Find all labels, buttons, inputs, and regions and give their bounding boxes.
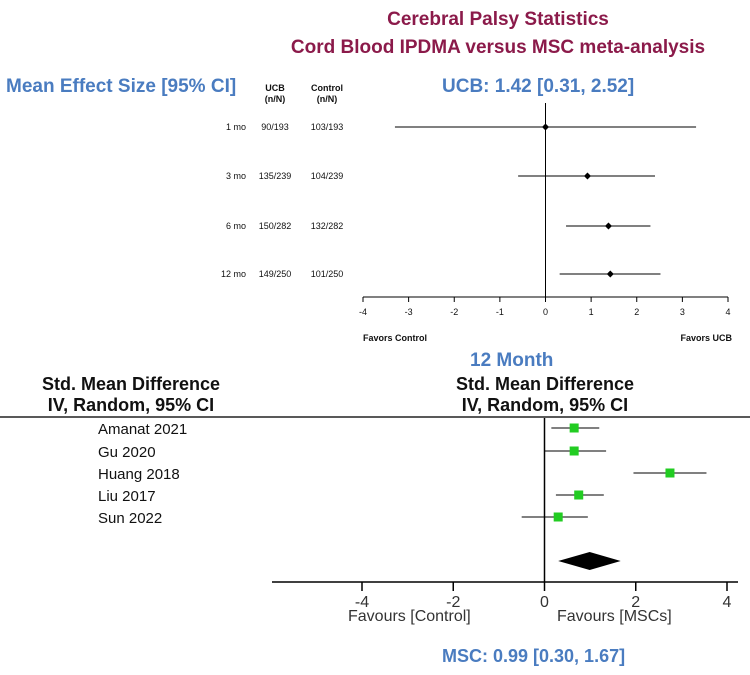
study-marker: [569, 423, 579, 433]
bottom-left-header-line-1: Std. Mean Difference: [41, 374, 221, 394]
bottom-right-header: Std. Mean Difference IV, Random, 95% CI: [414, 374, 676, 416]
x-tick-label: 2: [631, 594, 640, 611]
favours-control-label: Favours [Control]: [348, 608, 471, 625]
top-summary: UCB: 1.42 [0.31, 2.52]: [442, 76, 635, 97]
column-header-ucb-sub: (n/N): [264, 94, 286, 104]
bottom-summary: MSC: 0.99 [0.30, 1.67]: [442, 646, 626, 666]
pooled-diamond: [558, 552, 621, 570]
row-ucb-count: 150/282: [259, 221, 292, 231]
x-tick-label: 2: [634, 307, 639, 317]
x-tick-label: -1: [496, 307, 504, 317]
point-estimate: [604, 222, 612, 230]
study-label: Gu 2020: [98, 444, 156, 461]
ucb-forest-plot: -4 -3 -2 -1 0 1 2 3 4 Favors Control Favors UCB 1 m…: [221, 103, 732, 343]
column-header-control: Control (n/N): [302, 83, 352, 105]
column-header-control-label: Control: [311, 83, 343, 93]
study-label: Sun 2022: [98, 510, 162, 527]
study-label: Amanat 2021: [98, 421, 187, 438]
row-label: 12 mo: [221, 269, 246, 279]
favors-control-label: Favors Control: [363, 333, 427, 343]
row-ucb-count: 135/239: [259, 171, 292, 181]
x-tick-label: 4: [723, 594, 732, 611]
x-tick-label: -2: [446, 594, 460, 611]
column-header-ucb-label: UCB: [265, 83, 285, 93]
row-control-count: 101/250: [311, 269, 344, 279]
x-tick-label: 0: [540, 594, 549, 611]
row-control-count: 132/282: [311, 221, 344, 231]
x-tick-label: 3: [680, 307, 685, 317]
bottom-panel-title: 12 Month: [470, 350, 554, 371]
study-marker: [665, 468, 675, 478]
x-tick-label: -2: [450, 307, 458, 317]
point-estimate: [542, 123, 549, 131]
top-left-header: Mean Effect Size [95% CI]: [6, 76, 237, 97]
chart-title-line-2: Cord Blood IPDMA versus MSC meta-analysi…: [290, 37, 706, 58]
x-tick-label: -3: [405, 307, 413, 317]
x-tick-label: -4: [355, 594, 369, 611]
row-ucb-count: 149/250: [259, 269, 292, 279]
study-label: Huang 2018: [98, 466, 180, 483]
bottom-left-header: Std. Mean Difference IV, Random, 95% CI: [0, 374, 262, 416]
study-marker: [553, 512, 563, 522]
favours-mscs-label: Favours [MSCs]: [557, 608, 672, 625]
x-tick-label: -4: [359, 307, 367, 317]
row-label: 1 mo: [226, 122, 246, 132]
row-control-count: 104/239: [311, 171, 344, 181]
row-label: 6 mo: [226, 221, 246, 231]
column-header-control-sub: (n/N): [316, 94, 338, 104]
x-tick-label: 1: [589, 307, 594, 317]
row-ucb-count: 90/193: [261, 122, 289, 132]
favors-ucb-label: Favors UCB: [680, 333, 732, 343]
column-header-ucb: UCB (n/N): [258, 83, 292, 105]
bottom-right-header-line-1: Std. Mean Difference: [455, 374, 635, 394]
study-marker: [569, 446, 579, 456]
row-control-count: 103/193: [311, 122, 344, 132]
bottom-right-header-line-2: IV, Random, 95% CI: [461, 395, 629, 415]
study-label: Liu 2017: [98, 488, 156, 505]
row-label: 3 mo: [226, 171, 246, 181]
point-estimate: [583, 172, 591, 180]
x-tick-label: 0: [543, 307, 548, 317]
bottom-left-header-line-2: IV, Random, 95% CI: [47, 395, 215, 415]
x-tick-label: 4: [725, 307, 730, 317]
study-marker: [574, 490, 584, 500]
chart-title-line-1: Cerebral Palsy Statistics: [387, 9, 609, 30]
point-estimate: [606, 270, 614, 278]
